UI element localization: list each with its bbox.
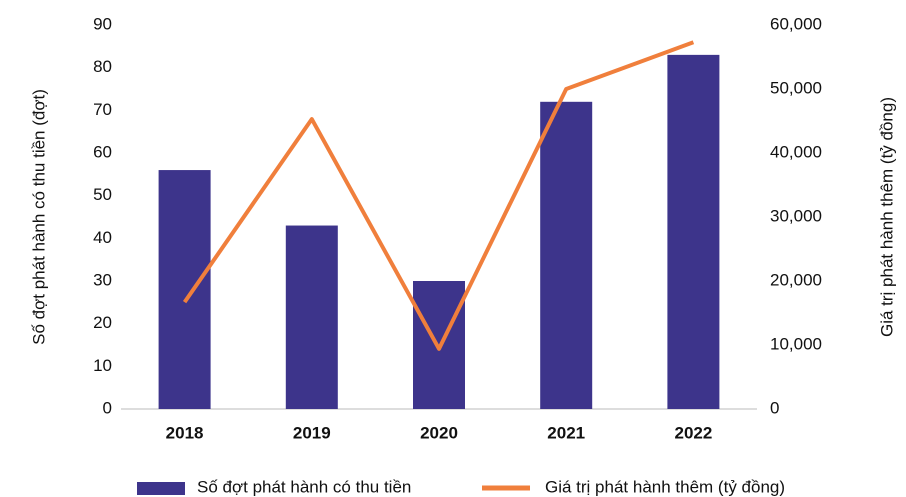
x-tick-label: 2018 [166, 423, 204, 442]
y2-tick-label: 10,000 [770, 334, 822, 353]
x-tick-label: 2019 [293, 423, 331, 442]
y2-tick-label: 50,000 [770, 78, 822, 97]
y-tick-label: 50 [93, 185, 112, 204]
bar [540, 101, 593, 410]
y-tick-label: 30 [93, 270, 112, 289]
bar [285, 225, 338, 409]
legend-label: Số đợt phát hành có thu tiền [197, 477, 411, 496]
y-tick-label: 70 [93, 100, 112, 119]
x-tick-label: 2022 [674, 423, 712, 442]
x-tick-label: 2021 [547, 423, 585, 442]
line [182, 40, 695, 351]
y2-tick-label: 30,000 [770, 206, 822, 225]
y-axis-title: Số đợt phát hành có thu tiền (đợt) [29, 89, 48, 345]
bar [667, 54, 720, 409]
y2-tick-label: 60,000 [770, 14, 822, 33]
legend-swatch [137, 482, 185, 495]
y-tick-label: 10 [93, 356, 112, 375]
y-tick-label: 60 [93, 142, 112, 161]
y-tick-label: 0 [103, 398, 112, 417]
y-tick-label: 40 [93, 228, 112, 247]
bar [158, 170, 211, 409]
y2-axis-title: Giá trị phát hành thêm (tỷ đồng) [877, 97, 896, 337]
y-tick-label: 90 [93, 14, 112, 33]
x-tick-label: 2020 [420, 423, 458, 442]
y2-tick-label: 20,000 [770, 270, 822, 289]
y2-tick-label: 0 [770, 398, 779, 417]
legend-label: Giá trị phát hành thêm (tỷ đồng) [545, 477, 785, 496]
y-tick-label: 80 [93, 57, 112, 76]
y2-tick-label: 40,000 [770, 142, 822, 161]
y-tick-label: 20 [93, 313, 112, 332]
